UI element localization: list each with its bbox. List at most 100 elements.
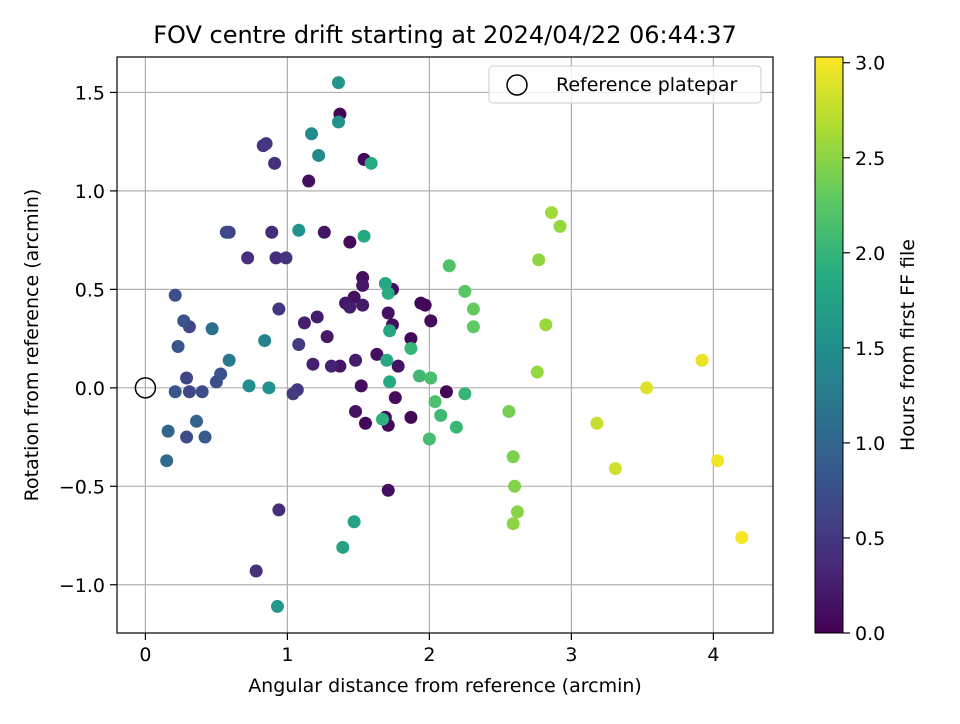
scatter-point <box>286 387 300 401</box>
scatter-point <box>404 341 418 355</box>
scatter-point <box>168 288 182 302</box>
x-tick-label: 0 <box>139 644 151 666</box>
scatter-point <box>428 395 442 409</box>
scatter-point <box>383 324 397 338</box>
scatter-point <box>381 286 395 300</box>
x-tick-label: 3 <box>565 644 577 666</box>
scatter-point <box>376 412 390 426</box>
y-tick-label: 1.0 <box>75 181 105 203</box>
scatter-point <box>171 339 185 353</box>
scatter-point <box>424 371 438 385</box>
scatter-point <box>466 302 480 316</box>
scatter-point <box>510 505 524 519</box>
scatter-point <box>312 148 326 162</box>
scatter-point <box>383 375 397 389</box>
scatter-point <box>506 450 520 464</box>
scatter-point <box>532 253 546 267</box>
scatter-point <box>364 156 378 170</box>
scatter-point <box>404 410 418 424</box>
scatter-point <box>249 564 263 578</box>
scatter-point <box>205 322 219 336</box>
scatter-point <box>180 371 194 385</box>
scatter-point <box>370 347 384 361</box>
scatter-point <box>272 302 286 316</box>
colorbar-ticks: 0.0 0.5 1.0 1.5 2.0 2.5 3.0 <box>843 53 885 645</box>
scatter-point <box>357 229 371 243</box>
scatter-point <box>349 404 363 418</box>
grid <box>117 57 773 633</box>
scatter-point <box>177 314 191 328</box>
scatter-point <box>590 416 604 430</box>
scatter-point <box>265 225 279 239</box>
scatter-point <box>608 462 622 476</box>
y-tick-label: 0.5 <box>75 279 105 301</box>
scatter-point <box>404 332 418 346</box>
y-tick-label: −1.0 <box>59 575 105 597</box>
scatter-point <box>305 127 319 141</box>
scatter-point <box>424 314 438 328</box>
x-tick-label: 2 <box>423 644 435 666</box>
scatter-point <box>735 530 749 544</box>
scatter-point <box>539 318 553 332</box>
scatter-point <box>391 359 405 373</box>
scatter-point <box>222 353 236 367</box>
scatter-point <box>358 416 372 430</box>
scatter-point <box>356 298 370 312</box>
scatter-point <box>268 156 282 170</box>
scatter-point <box>302 174 316 188</box>
x-axis-ticks: 0 1 2 3 4 <box>139 633 719 666</box>
colorbar-tick-label: 1.5 <box>855 338 885 360</box>
scatter-point <box>695 353 709 367</box>
scatter-point <box>508 479 522 493</box>
scatter-point <box>182 385 196 399</box>
colorbar <box>814 56 844 634</box>
scatter-point <box>292 223 306 237</box>
scatter-point <box>180 430 194 444</box>
scatter-point <box>381 306 395 320</box>
scatter-point <box>258 334 272 348</box>
legend-label-reference: Reference platepar <box>556 74 738 96</box>
scatter-point <box>198 430 212 444</box>
scatter-point <box>269 251 283 265</box>
scatter-point <box>434 408 448 422</box>
scatter-point <box>640 381 654 395</box>
y-axis-ticks: −1.0 −0.5 0.0 0.5 1.0 1.5 <box>59 82 117 597</box>
scatter-point <box>279 251 293 265</box>
scatter-point <box>711 454 725 468</box>
scatter-point <box>506 517 520 531</box>
scatter-point <box>544 206 558 220</box>
scatter-point <box>458 387 472 401</box>
scatter-point <box>332 76 346 90</box>
y-tick-label: −0.5 <box>59 476 105 498</box>
chart-title: FOV centre drift starting at 2024/04/22 … <box>153 21 737 49</box>
x-tick-label: 4 <box>707 644 719 666</box>
scatter-point <box>458 284 472 298</box>
scatter-point <box>272 503 286 517</box>
colorbar-label: Hours from first FF file <box>897 239 919 451</box>
reference-layer <box>134 377 157 399</box>
scatter-point <box>553 219 567 233</box>
scatter-point <box>414 296 428 310</box>
legend-box <box>488 65 762 104</box>
scatter-point <box>292 338 306 352</box>
scatter-point <box>195 385 209 399</box>
scatter-point <box>422 432 436 446</box>
scatter-point <box>297 316 311 330</box>
scatter-point <box>378 276 392 290</box>
scatter-point <box>324 359 338 373</box>
scatter-point <box>214 367 228 381</box>
scatter-point <box>449 420 463 434</box>
scatter-point <box>442 259 456 273</box>
scatter-point <box>354 379 368 393</box>
plot-frame <box>116 56 774 634</box>
colorbar-tick-label: 0.5 <box>855 528 885 550</box>
scatter-point <box>310 310 324 324</box>
legend-marker-reference <box>506 74 528 96</box>
scatter-point <box>262 381 276 395</box>
scatter-point <box>320 330 334 344</box>
scatter-point <box>381 483 395 497</box>
scatter-point <box>439 385 453 399</box>
scatter-point <box>219 225 233 239</box>
scatter-point <box>466 320 480 334</box>
scatter-point <box>160 454 174 468</box>
